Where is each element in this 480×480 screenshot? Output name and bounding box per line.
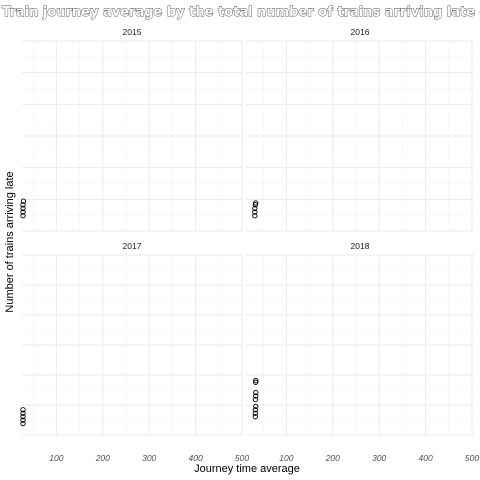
- data-point: [20, 198, 27, 204]
- data-point: [20, 414, 26, 420]
- facet-panel-2017: 2017: [20, 241, 243, 436]
- x-axis-label: Journey time average: [194, 463, 300, 475]
- x-tick-label: 500: [465, 453, 479, 463]
- facet-panel-2016: 2016: [246, 27, 474, 232]
- x-tick-label: 200: [95, 453, 110, 463]
- x-tick-label: 100: [49, 453, 63, 463]
- facet-strip-label: 2015: [123, 27, 142, 37]
- data-point: [20, 417, 26, 423]
- data-point: [20, 410, 26, 416]
- x-tick-label: 500: [235, 453, 249, 463]
- facet-panel-2015: 2015: [20, 27, 243, 232]
- data-point: [20, 205, 26, 212]
- data-point: [253, 403, 259, 410]
- chart-title: Train journey average by the total numbe…: [2, 5, 480, 20]
- facet-panel-2018: 2018: [246, 241, 474, 436]
- x-tick-label: 100: [279, 453, 293, 463]
- x-tick-label: 300: [372, 453, 386, 463]
- data-point: [253, 389, 259, 396]
- facet-strip-label: 2018: [351, 241, 370, 251]
- x-tick-label: 200: [325, 453, 340, 463]
- facet-strip-label: 2016: [351, 27, 370, 37]
- data-point: [252, 209, 258, 215]
- facet-strip-label: 2017: [123, 241, 142, 251]
- x-tick-label: 300: [142, 453, 156, 463]
- data-point: [252, 410, 258, 416]
- facet-panels: 2015 2016 2017 100 200 300 400 500 2018 100 200 300…: [20, 27, 479, 463]
- data-point: [253, 200, 259, 206]
- data-point: [253, 377, 259, 384]
- data-point: [252, 205, 258, 212]
- data-point: [252, 396, 258, 403]
- data-point: [252, 407, 258, 413]
- data-point: [252, 414, 258, 420]
- y-axis-label: Number of trains arriving late: [4, 171, 16, 312]
- x-tick-label: 400: [419, 453, 433, 463]
- data-point: [20, 209, 26, 215]
- data-point: [20, 420, 26, 427]
- data-point: [20, 407, 26, 413]
- data-point: [253, 393, 259, 399]
- data-point: [20, 202, 26, 208]
- data-point: [20, 213, 26, 219]
- data-point: [252, 213, 258, 219]
- data-point: [253, 379, 259, 385]
- x-tick-label: 400: [189, 453, 203, 463]
